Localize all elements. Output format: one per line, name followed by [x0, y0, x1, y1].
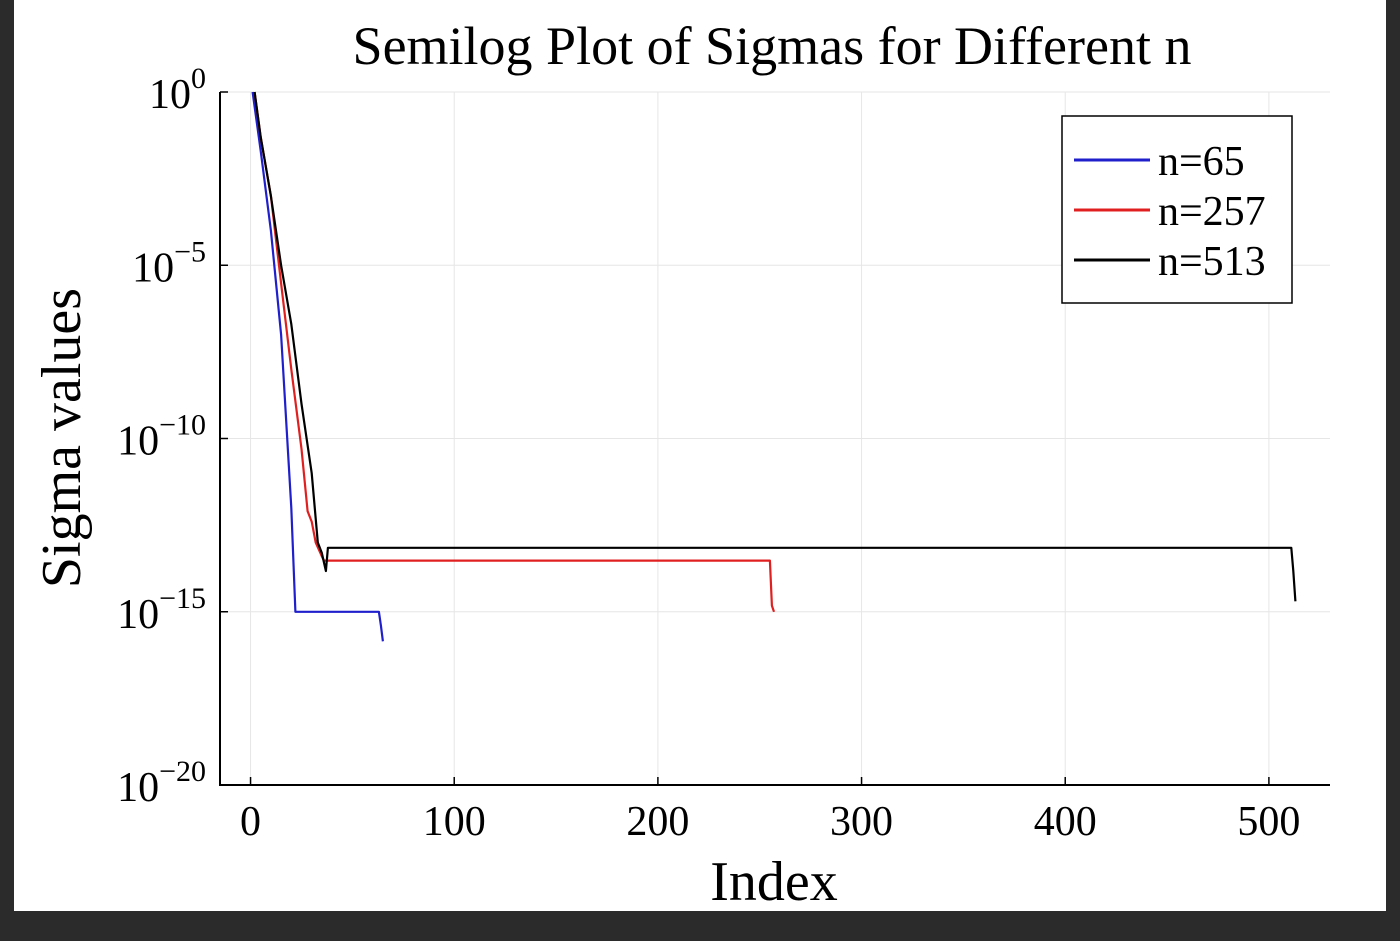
x-tick-label: 0 — [240, 799, 261, 845]
y-axis-title: Sigma values — [31, 288, 93, 588]
series-line-3 — [253, 91, 1297, 602]
legend-label: n=257 — [1158, 189, 1266, 235]
x-axis-title: Index — [710, 851, 838, 911]
y-tick-label: 10−10 — [117, 409, 206, 465]
chart-frame: 0 100 200 300 400 500 100 10−5 10−10 10−15 10−20 S… — [14, 0, 1386, 911]
legend-label: n=65 — [1158, 139, 1245, 185]
x-tick-label: 300 — [830, 799, 893, 845]
series-line-1 — [251, 91, 384, 642]
x-tick-label: 400 — [1034, 799, 1097, 845]
y-tick-label: 10−5 — [132, 235, 206, 291]
series-lines — [251, 91, 1297, 642]
y-tick-label: 100 — [149, 62, 206, 118]
axes — [219, 91, 1330, 786]
semilog-chart: 0 100 200 300 400 500 100 10−5 10−10 10−15 10−20 S… — [31, 16, 1330, 911]
legend-label: n=513 — [1158, 239, 1266, 285]
series-line-2 — [253, 91, 776, 613]
x-tick-label: 200 — [626, 799, 689, 845]
chart-title: Semilog Plot of Sigmas for Different n — [353, 16, 1192, 76]
x-tick-label: 500 — [1237, 799, 1300, 845]
x-tick-label: 100 — [423, 799, 486, 845]
y-tick-label: 10−15 — [117, 582, 206, 638]
y-tick-label: 10−20 — [117, 755, 206, 811]
tick-labels: 0 100 200 300 400 500 100 10−5 10−10 10−15 10−20 — [117, 62, 1300, 845]
